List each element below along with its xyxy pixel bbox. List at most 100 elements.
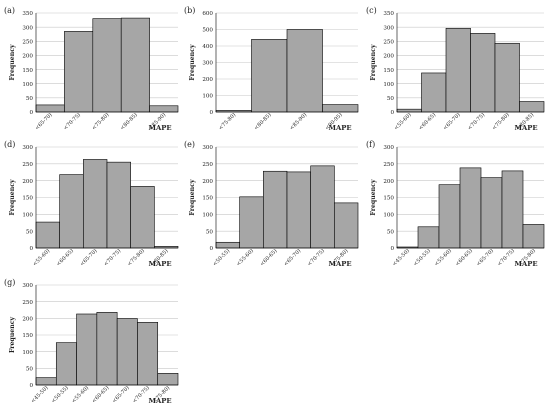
y-tick-label: 100	[22, 350, 33, 356]
y-tick-label: 50	[206, 229, 214, 235]
bar	[35, 221, 60, 249]
x-tick-label: <50-55)	[50, 384, 70, 404]
y-tick-label: 300	[202, 61, 213, 67]
panel-b: 0 100 200 300 400 500 600 <75-80) <80-85) <85-90)…	[184, 6, 359, 132]
y-tick-label: 250	[202, 162, 213, 168]
y-axis-label: Frequency	[9, 44, 16, 81]
x-tick-label: <55-60)	[31, 247, 51, 267]
x-tick-label: <50-55)	[412, 247, 432, 267]
bar	[322, 104, 359, 113]
x-axis-label: MAPE	[148, 124, 171, 132]
bar	[35, 377, 57, 386]
y-axis-label: Frequency	[370, 44, 377, 81]
x-tick-label: <65-70)	[282, 247, 302, 267]
y-tick-label: 300	[383, 145, 394, 151]
y-tick-label: 100	[383, 213, 394, 219]
bar	[92, 18, 122, 113]
y-tick-label: 100	[22, 213, 33, 219]
x-tick-label: <70-75)	[102, 247, 122, 267]
x-tick-label: <55-60)	[235, 247, 255, 267]
y-tick-label: 350	[383, 11, 394, 17]
x-tick-label: <65-70)	[442, 111, 462, 131]
bar	[396, 108, 422, 113]
x-tick-label: <55-60)	[393, 111, 413, 131]
x-tick-label: <75-80)	[217, 111, 237, 131]
y-tick-label: 200	[22, 54, 33, 60]
panel-a: 0 50 100 150 200 250 300 350 <65-70) <70-75) <75-8…	[4, 6, 179, 132]
x-tick-label: <65-70)	[34, 111, 54, 131]
y-tick-label: 250	[22, 39, 33, 45]
y-tick-label: 0	[209, 246, 213, 252]
y-tick-label: 300	[202, 145, 213, 151]
bar	[83, 159, 108, 249]
y-tick-label: 300	[22, 283, 33, 289]
bar	[519, 101, 545, 113]
bar	[334, 202, 359, 249]
bar	[470, 33, 496, 113]
y-tick-label: 100	[202, 213, 213, 219]
y-tick-label: 0	[390, 110, 394, 116]
panel-label: (e)	[184, 140, 195, 149]
panel-label: (c)	[366, 6, 377, 15]
y-tick-label: 100	[22, 82, 33, 88]
x-axis-label: MAPE	[514, 260, 537, 268]
x-tick-label: <50-55)	[211, 247, 231, 267]
y-tick-label: 50	[387, 229, 395, 235]
bar	[494, 42, 520, 113]
bar	[480, 177, 503, 249]
x-tick-label: <80-85)	[253, 111, 273, 131]
bar	[35, 104, 65, 113]
bar	[522, 224, 545, 249]
x-tick-label: <80-85)	[119, 111, 139, 131]
y-tick-label: 150	[22, 68, 33, 74]
bar	[59, 174, 84, 249]
y-axis-label: Frequency	[370, 179, 377, 216]
bar	[459, 167, 482, 249]
y-tick-label: 600	[202, 11, 213, 17]
bar	[417, 226, 440, 249]
bar	[438, 184, 461, 249]
y-tick-label: 50	[26, 96, 34, 102]
bar	[64, 31, 94, 113]
bar	[149, 105, 179, 113]
x-tick-label: <75-80)	[126, 247, 146, 267]
bar	[286, 171, 311, 249]
y-tick-label: 50	[26, 367, 34, 373]
y-tick-label: 250	[383, 162, 394, 168]
y-tick-label: 400	[202, 44, 213, 50]
bar	[106, 161, 131, 249]
x-tick-label: <55-60)	[70, 384, 90, 404]
y-tick-label: 0	[29, 246, 33, 252]
y-tick-label: 150	[383, 68, 394, 74]
x-tick-label: <70-75)	[496, 247, 516, 267]
y-tick-label: 100	[383, 82, 394, 88]
bar	[239, 196, 264, 249]
x-tick-label: <55-60)	[433, 247, 453, 267]
bar	[501, 170, 524, 249]
x-axis-label: MAPE	[514, 124, 537, 132]
x-axis-label: MAPE	[148, 397, 171, 405]
bar	[137, 322, 159, 386]
bar	[310, 165, 335, 249]
y-axis-label: Frequency	[9, 317, 16, 354]
x-tick-label: <60-65)	[90, 384, 110, 404]
panel-label: (g)	[4, 278, 15, 287]
y-axis-label: Frequency	[9, 179, 16, 216]
bar	[76, 313, 98, 386]
y-tick-label: 200	[202, 179, 213, 185]
x-tick-label: <65-70)	[475, 247, 495, 267]
x-axis-label: MAPE	[148, 260, 171, 268]
bar	[421, 72, 447, 113]
x-axis-label: MAPE	[328, 124, 351, 132]
y-tick-label: 500	[202, 28, 213, 34]
y-tick-label: 200	[22, 317, 33, 323]
y-tick-label: 250	[383, 39, 394, 45]
y-tick-label: 0	[390, 246, 394, 252]
x-tick-label: <60-65)	[417, 111, 437, 131]
y-tick-label: 250	[22, 300, 33, 306]
